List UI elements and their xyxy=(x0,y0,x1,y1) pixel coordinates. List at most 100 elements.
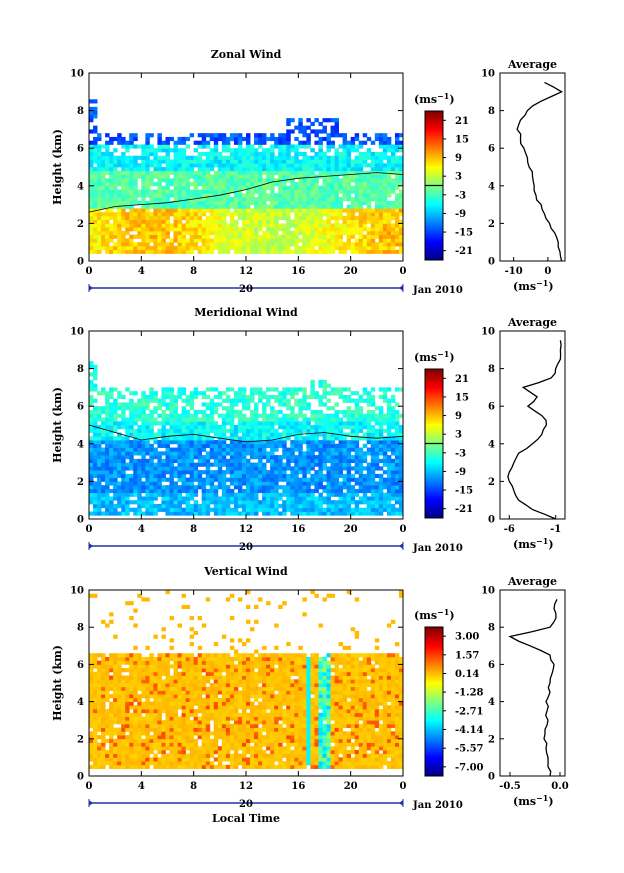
heatmap-cell xyxy=(173,185,178,190)
heatmap-cell xyxy=(258,242,263,247)
heatmap-cell xyxy=(278,204,283,209)
heatmap-cell xyxy=(145,144,150,149)
heatmap-cell xyxy=(250,144,255,149)
heatmap-cell xyxy=(350,234,356,239)
heatmap-cell xyxy=(125,185,130,190)
heatmap-cell xyxy=(382,242,388,247)
heatmap-cell xyxy=(149,133,154,138)
heatmap-cell xyxy=(241,466,247,471)
heatmap-cell xyxy=(350,208,356,213)
heatmap-cell xyxy=(346,485,352,490)
heatmap-cell xyxy=(149,394,154,400)
heatmap-cell xyxy=(241,230,247,236)
heatmap-cell xyxy=(346,185,352,190)
heatmap-cell xyxy=(217,208,223,213)
heatmap-cell xyxy=(217,174,223,179)
heatmap-cell xyxy=(338,163,344,168)
heatmap-cell xyxy=(189,249,195,254)
heatmap-cell xyxy=(173,488,178,494)
heatmap-cell xyxy=(121,458,126,463)
heatmap-cell xyxy=(374,249,380,254)
heatmap-cell xyxy=(290,391,295,396)
heatmap-cell xyxy=(386,413,392,418)
heatmap-cell xyxy=(390,436,396,441)
heatmap-cell xyxy=(278,432,283,437)
heatmap-cell xyxy=(93,234,98,239)
heatmap-cell xyxy=(117,238,122,243)
heatmap-cell xyxy=(274,417,279,422)
heatmap-cell xyxy=(262,413,267,418)
average-y-tick-label: 0 xyxy=(488,257,495,268)
heatmap-cell xyxy=(113,215,118,221)
heatmap-cell xyxy=(350,197,356,202)
heatmap-cell xyxy=(89,163,94,168)
heatmap-cell xyxy=(209,413,215,418)
heatmap-cell xyxy=(346,219,352,224)
heatmap-cell xyxy=(266,155,271,160)
colorbar-swatch xyxy=(425,257,443,261)
heatmap-cell xyxy=(382,470,388,475)
heatmap-cell xyxy=(350,148,356,153)
heatmap-cell xyxy=(89,129,94,134)
average-title: Average xyxy=(507,316,557,329)
heatmap-cell xyxy=(250,443,255,448)
heatmap-cell xyxy=(89,372,94,377)
heatmap-cell xyxy=(177,391,182,396)
heatmap-cell xyxy=(310,379,315,385)
heatmap-cell xyxy=(278,189,283,194)
heatmap-cell xyxy=(362,197,368,202)
heatmap-cell xyxy=(109,391,114,396)
heatmap-cell xyxy=(354,185,360,190)
heatmap-cell xyxy=(217,473,223,479)
heatmap-cell xyxy=(270,462,275,467)
heatmap-cell xyxy=(270,473,275,479)
heatmap-cell xyxy=(197,212,203,217)
heatmap-cell xyxy=(121,473,126,479)
heatmap-cell xyxy=(129,219,134,224)
heatmap-cell xyxy=(133,245,138,251)
heatmap-cell xyxy=(145,208,150,213)
heatmap-cell xyxy=(169,212,174,217)
heatmap-cell xyxy=(286,155,291,160)
average-line xyxy=(507,340,562,520)
heatmap-cell xyxy=(137,215,142,221)
heatmap-cell xyxy=(342,458,348,463)
heatmap-cell xyxy=(177,485,182,490)
heatmap-cell xyxy=(89,144,94,149)
heatmap-cell xyxy=(374,481,380,486)
heatmap-cell xyxy=(125,455,130,460)
heatmap-cell xyxy=(322,413,327,418)
heatmap-cell xyxy=(193,148,199,153)
heatmap-cell xyxy=(390,151,396,157)
heatmap-cell xyxy=(113,686,118,691)
heatmap-cell xyxy=(330,391,335,396)
heatmap-cell xyxy=(121,440,126,445)
heatmap-cell xyxy=(398,496,404,501)
heatmap-cell xyxy=(197,511,203,516)
heatmap-cell xyxy=(109,764,114,769)
heatmap-cell xyxy=(338,507,344,512)
heatmap-cell xyxy=(270,503,275,509)
heatmap-cell xyxy=(129,500,134,505)
heatmap-cell xyxy=(314,200,319,205)
heatmap-cell xyxy=(310,466,315,471)
heatmap-cell xyxy=(205,462,211,467)
heatmap-cell xyxy=(282,245,287,251)
heatmap-cell xyxy=(241,219,247,224)
heatmap-cell xyxy=(354,193,360,198)
heatmap-cell xyxy=(121,219,126,224)
colorbar-swatch xyxy=(425,252,443,256)
heatmap-cell xyxy=(225,245,231,251)
heatmap-cell xyxy=(394,409,400,415)
heatmap-cell xyxy=(137,436,142,441)
heatmap-cell xyxy=(330,144,335,149)
heatmap-cell xyxy=(113,746,118,751)
average-y-tick-label: 6 xyxy=(488,144,495,155)
heatmap-cell xyxy=(117,425,122,430)
heatmap-cell xyxy=(93,709,98,714)
heatmap-cell xyxy=(394,496,400,501)
colorbar-swatch xyxy=(425,230,443,234)
heatmap-cell xyxy=(322,212,327,217)
heatmap-cell xyxy=(89,193,94,198)
heatmap-cell xyxy=(101,690,106,695)
